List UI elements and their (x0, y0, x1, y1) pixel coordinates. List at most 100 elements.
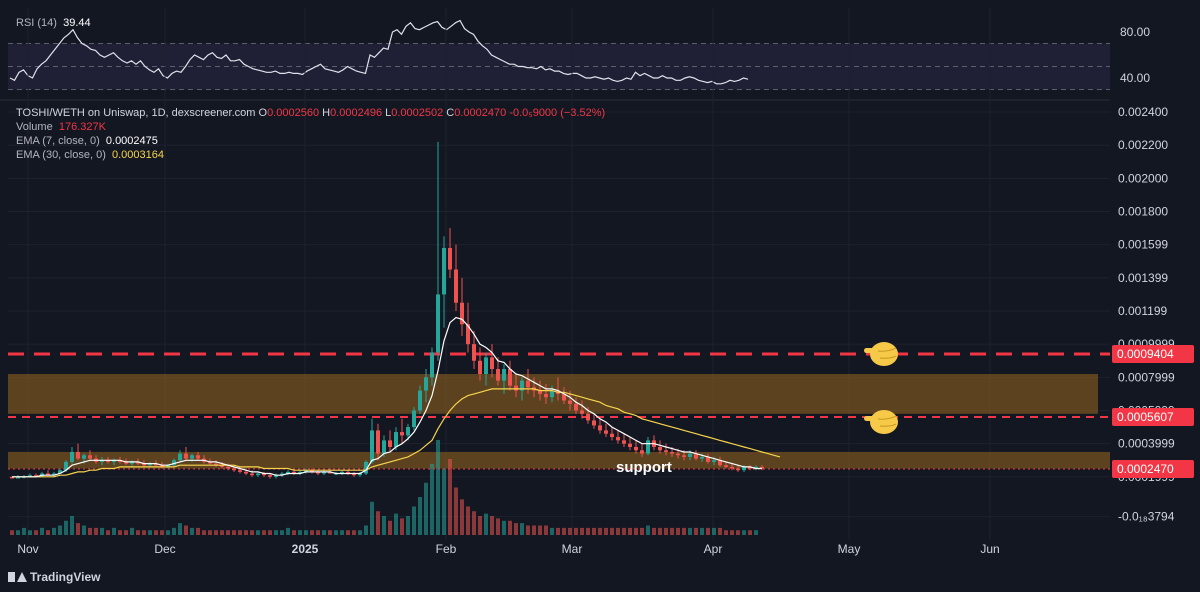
candle-body (634, 446, 638, 451)
candle-body (220, 465, 224, 467)
volume-bar (520, 523, 524, 535)
candle-body (184, 453, 188, 459)
volume-bar (376, 511, 380, 535)
candle-body (226, 466, 230, 469)
volume-bar (232, 530, 236, 535)
ema30-value: 0.0003164 (112, 149, 164, 161)
candle-body (100, 460, 104, 462)
volume-bar (22, 527, 26, 535)
candle-body (376, 430, 380, 454)
volume-bar (286, 527, 290, 535)
candle-body (310, 470, 314, 472)
candle-body (622, 440, 626, 444)
volume-bar (208, 530, 212, 535)
volume-bar (646, 525, 650, 535)
candle-body (250, 473, 254, 476)
support-annotation: support (616, 459, 672, 476)
volume-bar (670, 527, 674, 535)
ohlc-value-c: 0.0002470 (454, 107, 507, 119)
x-tick-label: Feb (436, 542, 457, 556)
candle-body (232, 468, 236, 471)
tradingview-logo[interactable]: TradingView (8, 570, 100, 584)
price-labels: 0.0009404 0.0005607 0.0002470 (1112, 345, 1194, 479)
volume-bar (106, 530, 110, 535)
volume-bar (712, 527, 716, 535)
candle-body (436, 294, 440, 353)
volume-bar (76, 523, 80, 535)
ohlc-value-l: 0.0002502 (391, 107, 444, 119)
volume-bar (40, 527, 44, 535)
candle-body (112, 460, 116, 462)
volume-bar (316, 530, 320, 535)
candle-body (586, 413, 590, 421)
y-tick-label: 0.001199 (1118, 304, 1167, 318)
candle-body (538, 390, 542, 394)
hand-crease (877, 415, 897, 420)
volume-bar (508, 520, 512, 535)
candle-body (388, 440, 392, 447)
volume-bar (454, 487, 458, 535)
volume-bar (598, 527, 602, 535)
y-tick-label: -0.0₁₈3794 (1118, 510, 1175, 524)
candle-body (190, 455, 194, 459)
ema30-row: EMA (30, close, 0) 0.0003164 (16, 148, 605, 162)
rsi-tick-label: 40.00 (1120, 71, 1150, 85)
candle-body (604, 430, 608, 434)
candle-body (412, 410, 416, 428)
candle-body (628, 443, 632, 447)
candle-body (364, 461, 368, 474)
volume-bar (178, 523, 182, 535)
volume-bar (202, 530, 206, 535)
candle-body (262, 473, 266, 476)
volume-bar (256, 530, 260, 535)
candle-body (148, 463, 152, 466)
volume-bar (292, 530, 296, 535)
volume-bar (532, 525, 536, 535)
y-tick-label: 0.002200 (1118, 138, 1168, 152)
volume-bar (370, 501, 374, 535)
x-tick-label: 2025 (292, 542, 319, 556)
x-tick-label: Mar (562, 542, 583, 556)
candle-body (136, 461, 140, 464)
volume-bar (328, 530, 332, 535)
volume-bar (490, 516, 494, 535)
volume-bar (388, 520, 392, 535)
candle-body (490, 357, 494, 370)
y-tick-label: 0.001800 (1118, 205, 1168, 219)
volume-bar (694, 527, 698, 535)
volume-bar (220, 530, 224, 535)
resistance-levels (8, 352, 1110, 470)
candle-body (358, 473, 362, 476)
candle-body (688, 453, 692, 457)
candle-body (694, 453, 698, 459)
ema-lines (12, 316, 781, 478)
rsi-line (9, 19, 749, 85)
volume-bar (592, 527, 596, 535)
hand-crease (877, 347, 897, 352)
ohlc-key-o: O (258, 107, 268, 119)
rsi-label: RSI (14) (16, 17, 57, 29)
y-tick-label: 0.002000 (1118, 171, 1168, 185)
volume-bar (346, 530, 350, 535)
volume-bar (160, 530, 164, 535)
candle-body (34, 475, 38, 477)
volume-bar (250, 530, 254, 535)
volume-bar (478, 516, 482, 535)
volume-bar (124, 530, 128, 535)
candle-body (340, 471, 344, 474)
ohlc-key-h: H (319, 107, 331, 119)
volume-bar (352, 530, 356, 535)
volume-bar (298, 530, 302, 535)
pointing-hand-icon (864, 342, 898, 367)
candle-body (382, 440, 386, 454)
candle-body (736, 468, 740, 471)
volume-bar (688, 527, 692, 535)
volume-bar (358, 530, 362, 535)
volume-bar (172, 527, 176, 535)
ema7-line (12, 316, 762, 478)
candle-body (616, 437, 620, 441)
volume-bar (190, 527, 194, 535)
candle-body (760, 466, 764, 469)
